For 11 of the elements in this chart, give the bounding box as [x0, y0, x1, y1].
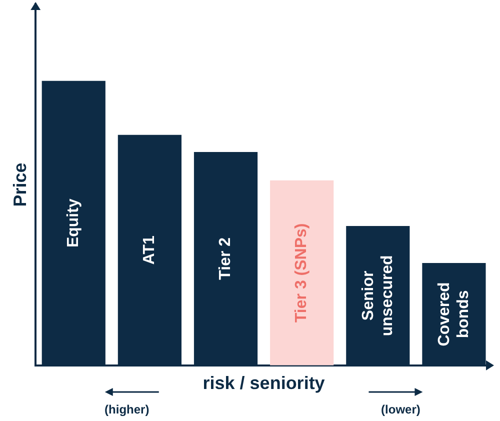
x-tick-label: Tier 3 (SNPs)	[293, 223, 310, 323]
text: (higher)	[104, 402, 150, 416]
text: (lower)	[381, 402, 420, 416]
x-axis-title: risk / seniority	[202, 373, 325, 394]
x-tick-label: Equity	[65, 198, 82, 248]
x-tick-label: AT1	[141, 236, 158, 265]
x-tick-label: Covered bonds	[436, 282, 472, 346]
y-axis-title: Price	[10, 162, 30, 207]
x-tick-label: Tier 2	[217, 237, 234, 280]
x-tick-label: Senior unsecured	[360, 255, 396, 336]
bar	[270, 180, 334, 366]
